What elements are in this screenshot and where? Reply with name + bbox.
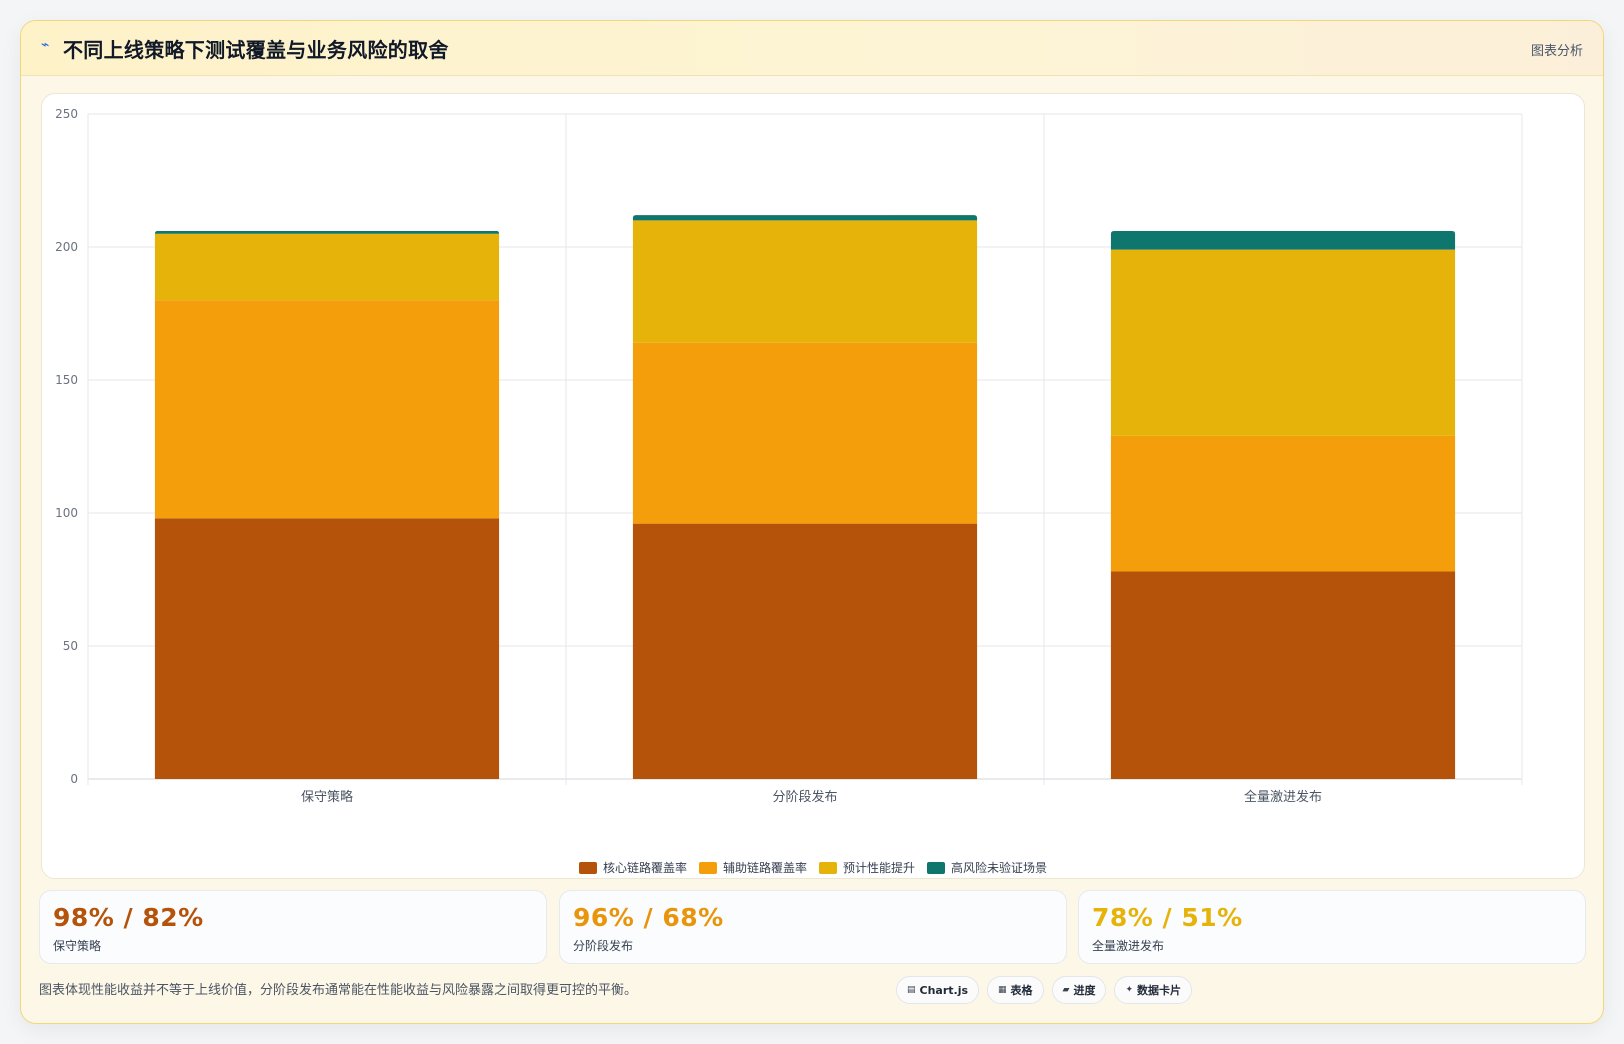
stat-value: 78% / 51% xyxy=(1092,903,1243,932)
chip-label: 进度 xyxy=(1073,984,1096,997)
y-tick-label: 0 xyxy=(70,772,78,786)
y-tick-label: 50 xyxy=(63,639,78,653)
stat-value: 96% / 68% xyxy=(573,903,724,932)
legend-item[interactable]: 高风险未验证场景 xyxy=(927,859,1047,876)
chip-progress[interactable]: ▰ 进度 xyxy=(1051,976,1107,1004)
bar-segment[interactable] xyxy=(632,523,978,779)
y-tick-label: 200 xyxy=(55,240,78,254)
footer-note: 图表体现性能收益并不等于上线价值，分阶段发布通常能在性能收益与风险暴露之间取得更… xyxy=(39,983,638,998)
chip-label: 数据卡片 xyxy=(1137,984,1182,997)
legend-label: 预计性能提升 xyxy=(843,861,916,875)
legend-swatch xyxy=(927,861,946,874)
bar-segment[interactable] xyxy=(154,518,500,779)
feature-chips: ▤ Chart.js ▦ 表格 ▰ 进度 ✦ 数据卡片 xyxy=(896,976,1193,1004)
y-tick-label: 150 xyxy=(55,373,78,387)
chart-legend: 核心链路覆盖率 辅助链路覆盖率 预计性能提升 高风险未验证场景 xyxy=(42,859,1584,876)
stat-card-conservative: 98% / 82% 保守策略 xyxy=(39,890,547,964)
bar-segment[interactable] xyxy=(154,233,500,301)
pulse-icon: ⌁ xyxy=(41,37,50,53)
bar-segment[interactable] xyxy=(632,342,978,524)
chart-icon: ▤ xyxy=(907,985,916,995)
x-tick-label: 分阶段发布 xyxy=(772,789,837,805)
card-icon: ✦ xyxy=(1125,985,1134,995)
legend-label: 辅助链路覆盖率 xyxy=(722,861,807,875)
header-tag: 图表分析 xyxy=(1530,44,1583,59)
stat-card-phased: 96% / 68% 分阶段发布 xyxy=(559,890,1067,964)
chip-label: 表格 xyxy=(1010,984,1033,997)
legend-swatch xyxy=(819,861,837,874)
card-header: ⌁ 不同上线策略下测试覆盖与业务风险的取舍 图表分析 xyxy=(21,21,1603,76)
stat-label: 保守策略 xyxy=(53,939,102,953)
stat-value: 98% / 82% xyxy=(53,903,204,932)
chart-panel: 0 50 100 150 200 250 保守策略 分阶段发布 全量激进发布 核心链路覆盖率 辅助… xyxy=(41,93,1585,879)
x-tick-label: 全量激进发布 xyxy=(1244,789,1322,805)
stat-card-aggressive: 78% / 51% 全量激进发布 xyxy=(1078,890,1586,964)
chip-data-card[interactable]: ✦ 数据卡片 xyxy=(1114,976,1193,1004)
bar-segment[interactable] xyxy=(632,215,978,221)
bar-segment[interactable] xyxy=(154,300,500,519)
chart-card: ⌁ 不同上线策略下测试覆盖与业务风险的取舍 图表分析 0 50 100 150 200 2… xyxy=(20,20,1604,1024)
legend-label: 高风险未验证场景 xyxy=(951,861,1048,875)
legend-swatch xyxy=(578,861,597,874)
bar-segment[interactable] xyxy=(1110,571,1456,779)
chip-label: Chart.js xyxy=(919,983,969,997)
bar-segment[interactable] xyxy=(1110,231,1456,250)
table-icon: ▦ xyxy=(998,985,1007,995)
legend-label: 核心链路覆盖率 xyxy=(602,861,687,875)
y-tick-label: 250 xyxy=(55,107,78,121)
legend-item[interactable]: 辅助链路覆盖率 xyxy=(698,859,807,876)
progress-icon: ▰ xyxy=(1062,985,1070,995)
bar-segment[interactable] xyxy=(632,220,978,343)
chip-chartjs[interactable]: ▤ Chart.js xyxy=(896,976,980,1004)
x-tick-label: 保守策略 xyxy=(301,789,353,805)
legend-item[interactable]: 预计性能提升 xyxy=(819,859,915,876)
legend-swatch xyxy=(698,861,717,874)
bar-segment[interactable] xyxy=(154,231,500,234)
chip-table[interactable]: ▦ 表格 xyxy=(987,976,1044,1004)
bar-segment[interactable] xyxy=(1110,249,1456,436)
page-title: 不同上线策略下测试覆盖与业务风险的取舍 xyxy=(63,38,449,62)
y-tick-label: 100 xyxy=(55,506,78,520)
bar-segment[interactable] xyxy=(1110,435,1456,572)
stat-label: 分阶段发布 xyxy=(573,939,634,953)
stacked-bar-chart: 0 50 100 150 200 250 保守策略 分阶段发布 全量激进发布 xyxy=(55,107,1523,805)
legend-item[interactable]: 核心链路覆盖率 xyxy=(578,859,687,876)
stat-label: 全量激进发布 xyxy=(1092,939,1165,953)
